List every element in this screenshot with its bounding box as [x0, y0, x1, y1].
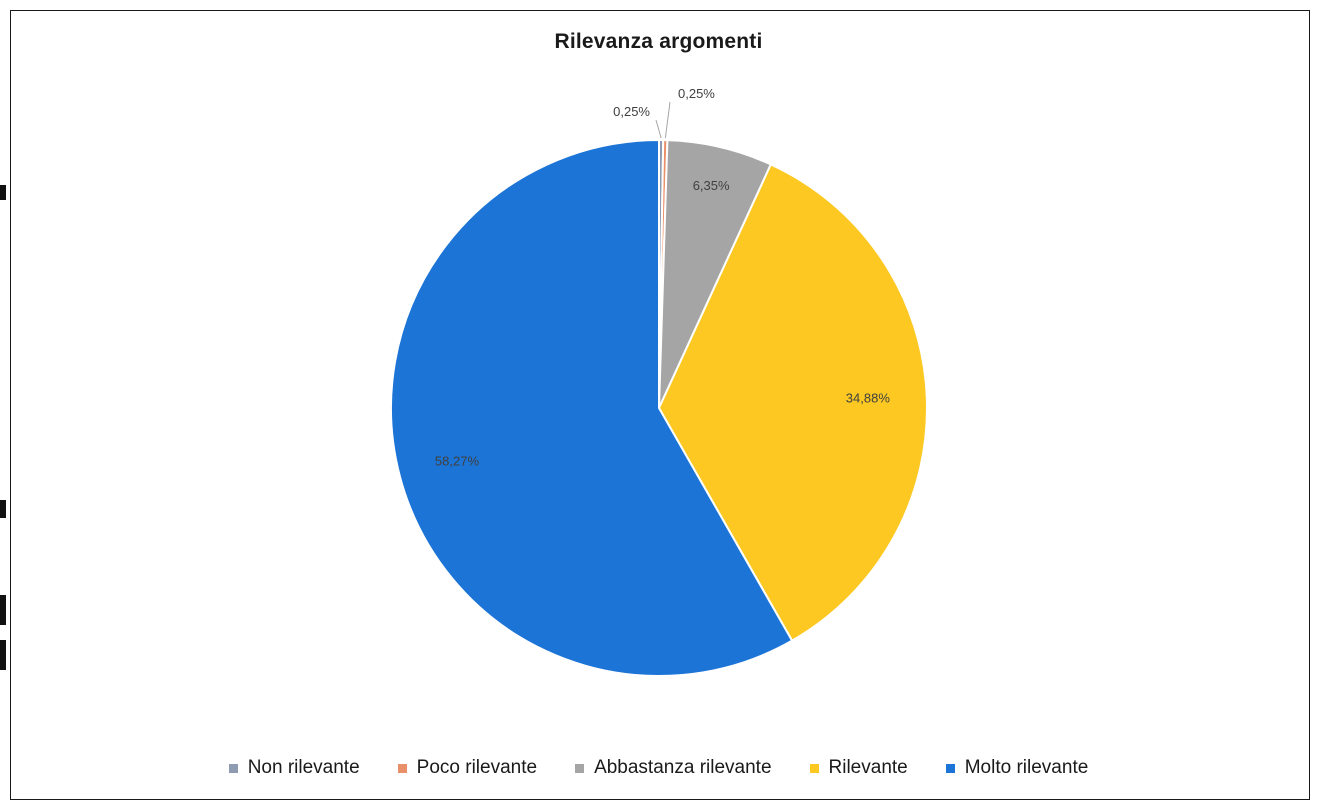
- legend-item: Rilevante: [809, 757, 908, 779]
- legend-swatch: [809, 763, 819, 773]
- data-label: 58,27%: [435, 454, 480, 469]
- legend-label: Poco rilevante: [416, 757, 538, 778]
- leader-line: [664, 101, 671, 139]
- data-label: 34,88%: [846, 391, 891, 406]
- pie-slice-molto-rilevante: [390, 138, 794, 677]
- legend-swatch: [228, 763, 238, 773]
- edge-mark: [0, 500, 6, 518]
- chart-legend: Non rilevante Poco rilevante Abbastanza ri…: [0, 757, 1317, 779]
- legend-label: Non rilevante: [247, 757, 360, 778]
- legend-swatch: [945, 763, 955, 773]
- legend-label: Molto rilevante: [964, 757, 1089, 778]
- edge-mark: [0, 595, 6, 625]
- legend-swatch: [397, 763, 407, 773]
- legend-item: Non rilevante: [228, 757, 360, 779]
- chart-title: Rilevanza argomenti: [554, 30, 763, 53]
- data-label: 0,25%: [613, 104, 650, 119]
- data-label: 6,35%: [693, 178, 730, 193]
- edge-mark: [0, 640, 6, 670]
- legend-item: Poco rilevante: [397, 757, 538, 779]
- data-label: 0,25%: [678, 86, 715, 101]
- legend-label: Abbastanza rilevante: [594, 757, 772, 778]
- legend-item: Molto rilevante: [945, 757, 1089, 779]
- legend-label: Rilevante: [828, 757, 908, 778]
- leader-line: [655, 119, 662, 139]
- legend-item: Abbastanza rilevante: [575, 757, 772, 779]
- edge-mark: [0, 185, 6, 200]
- legend-swatch: [575, 763, 585, 773]
- pie-slice-rilevante: [657, 163, 928, 642]
